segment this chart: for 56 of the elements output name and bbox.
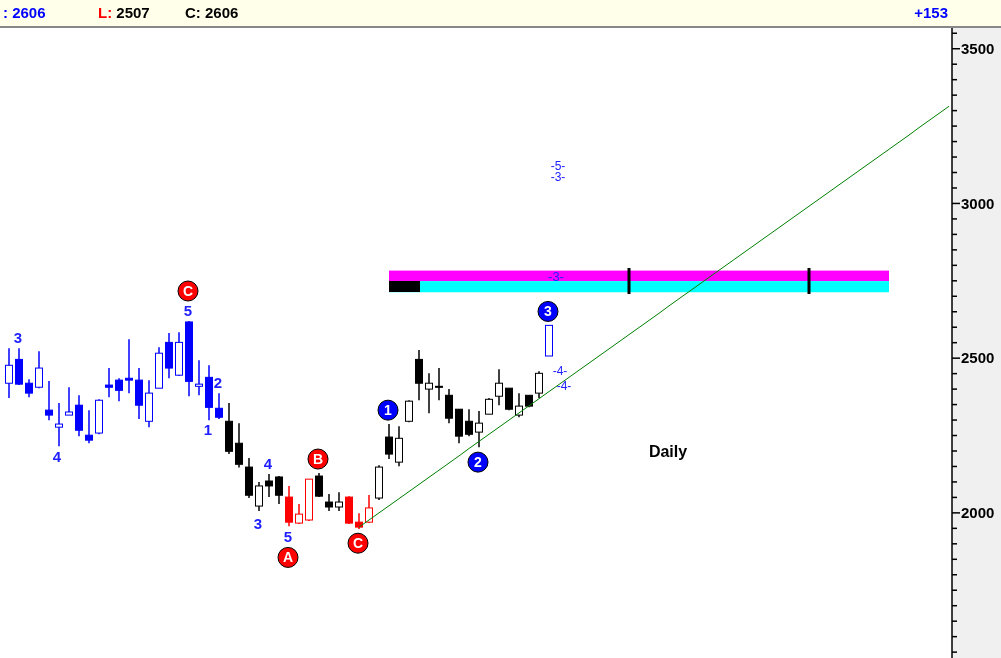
candlestick: [5, 347, 13, 399]
text: L: 2507: [98, 4, 150, 21]
annotation: B: [312, 451, 324, 468]
candlestick: [365, 494, 373, 524]
candlestick: [445, 388, 453, 424]
candlestick: [275, 475, 283, 505]
annotation: 4: [263, 455, 273, 473]
candlestick: [235, 422, 243, 469]
text: +153: [914, 4, 948, 21]
candlestick: [195, 359, 203, 397]
candlestick: [125, 338, 133, 394]
annotation: 4: [52, 448, 62, 466]
annotation: 5: [283, 528, 293, 546]
candlestick: [425, 372, 433, 414]
annotation: 3: [13, 329, 23, 347]
candlestick: [335, 491, 343, 512]
candlestick: [315, 472, 323, 498]
y-tick-label: 2000: [961, 504, 995, 522]
candlestick: [105, 367, 113, 398]
candlestick: [395, 425, 403, 467]
annotation: 1: [203, 421, 213, 439]
candlestick: [435, 367, 443, 401]
candlestick: [115, 377, 123, 402]
annotation: -3-: [548, 269, 564, 285]
annotation: C: [182, 283, 194, 300]
candlestick: [255, 481, 263, 512]
candlestick: [265, 473, 273, 498]
annotation: 3: [544, 303, 553, 320]
y-tick-label: 3500: [961, 39, 995, 57]
annotation: 1: [384, 402, 393, 419]
annotation: C: [352, 535, 364, 552]
candlestick: [35, 350, 43, 389]
annotation: A: [282, 549, 294, 566]
annotation: 2: [213, 374, 223, 392]
annotation: 5: [183, 302, 193, 320]
y-tick-label: 3000: [961, 194, 995, 212]
candlestick: [215, 392, 223, 420]
candlestick: [385, 423, 393, 460]
candlestick: [475, 410, 483, 449]
candlestick: [65, 386, 73, 416]
candlestick: [495, 368, 503, 406]
candlestick: [465, 408, 473, 437]
annotation: 2: [474, 454, 483, 471]
annotation: 3: [253, 515, 263, 533]
candlestick: [55, 402, 63, 448]
candlestick: [535, 370, 543, 399]
annotation: -4-: [556, 379, 572, 394]
candlestick: [45, 380, 53, 422]
annotation: -4-: [552, 364, 568, 379]
annotation: Daily: [648, 442, 688, 460]
candlestick: [415, 349, 423, 401]
text: : 2606: [3, 4, 46, 21]
y-tick-label: 2500: [961, 349, 995, 367]
text: C: 2606: [185, 4, 239, 21]
candlestick: [85, 409, 93, 445]
annotation: -3-: [550, 170, 566, 185]
